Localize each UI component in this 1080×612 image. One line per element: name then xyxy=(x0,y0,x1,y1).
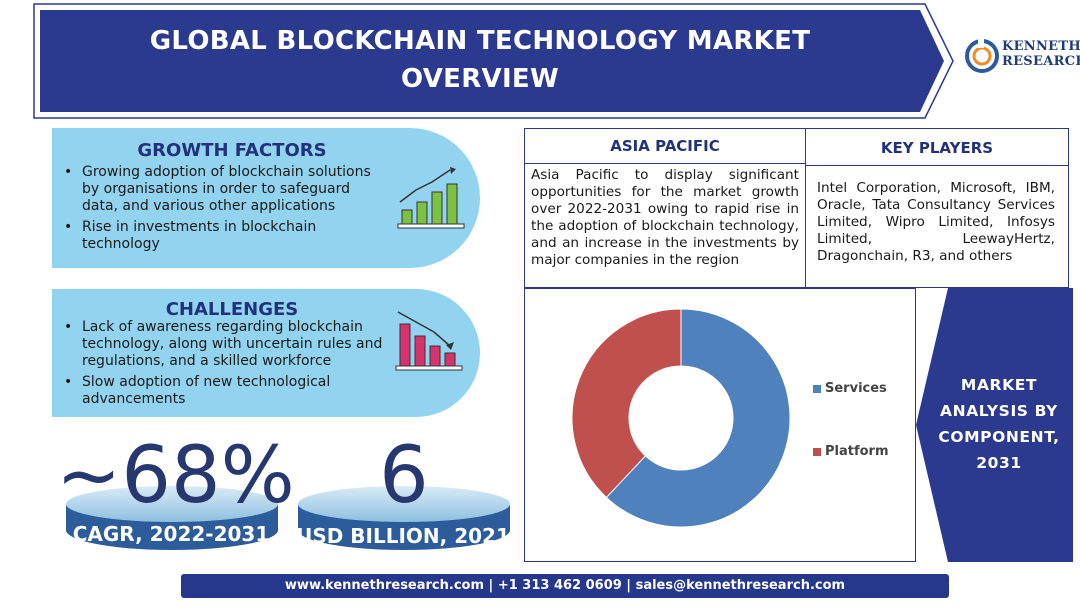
key-players-text: Intel Corporation, Microsoft, IBM, Oracl… xyxy=(817,180,1055,264)
legend-item-platform: Platform xyxy=(813,444,889,459)
page-title-line1: GLOBAL BLOCKCHAIN TECHNOLOGY MARKET xyxy=(149,26,811,56)
legend-label-services: Services xyxy=(825,381,887,396)
list-item: Slow adoption of new technological advan… xyxy=(60,374,400,408)
rising-bar-chart-icon xyxy=(397,167,465,229)
growth-factors-panel: GROWTH FACTORS Growing adoption of block… xyxy=(52,128,480,268)
cagr-value: ~68% xyxy=(56,431,295,521)
market-size-disc xyxy=(298,486,510,550)
growth-factors-title: GROWTH FACTORS xyxy=(137,140,327,161)
growth-factors-list: Growing adoption of blockchain solutions… xyxy=(60,164,390,257)
key-players-title: KEY PLAYERS xyxy=(806,129,1068,166)
logo-icon xyxy=(965,38,999,73)
logo-text-line1: KENNETH xyxy=(1002,39,1080,54)
challenges-list: Lack of awareness regarding blockchain t… xyxy=(60,319,400,412)
market-analysis-line1: MARKET xyxy=(960,376,1038,394)
legend-label-platform: Platform xyxy=(825,444,889,459)
asia-pacific-title: ASIA PACIFIC xyxy=(525,129,805,164)
list-item: Rise in investments in blockchain techno… xyxy=(60,219,390,253)
banner-shape xyxy=(33,3,954,119)
falling-bar-chart-icon xyxy=(395,311,463,371)
market-size-value: 6 xyxy=(379,431,429,521)
market-panel-shape xyxy=(916,288,1073,562)
market-analysis-panel: MARKET ANALYSIS BY COMPONENT, 2031 xyxy=(916,288,1073,562)
challenges-title: CHALLENGES xyxy=(165,299,299,320)
header-banner: GLOBAL BLOCKCHAIN TECHNOLOGY MARKET OVER… xyxy=(30,2,955,120)
market-size-label: USD BILLION, 2021 xyxy=(296,524,510,548)
list-item: Growing adoption of blockchain solutions… xyxy=(60,164,390,215)
component-chart: Services Platform xyxy=(524,288,916,562)
key-players-box: KEY PLAYERS Intel Corporation, Microsoft… xyxy=(805,128,1069,288)
cagr-label: CAGR, 2022-2031 xyxy=(72,522,270,546)
cagr-disc xyxy=(66,486,278,550)
legend-item-services: Services xyxy=(813,381,887,396)
contact-footer[interactable]: www.kennethresearch.com | +1 313 462 060… xyxy=(181,574,949,598)
legend-swatch-services xyxy=(813,384,821,393)
market-analysis-line4: 2031 xyxy=(976,454,1022,472)
donut-slice-platform xyxy=(571,308,682,499)
donut-chart xyxy=(571,308,791,528)
legend-swatch-platform xyxy=(813,447,821,456)
donut-slice-services xyxy=(605,308,791,528)
page-title-line2: OVERVIEW xyxy=(401,64,559,94)
logo-text-line2: RESEARCH xyxy=(1002,54,1080,69)
asia-pacific-text: Asia Pacific to display significant oppo… xyxy=(531,167,799,268)
market-analysis-line2: ANALYSIS BY xyxy=(940,402,1058,420)
list-item: Lack of awareness regarding blockchain t… xyxy=(60,319,400,370)
market-analysis-line3: COMPONENT, xyxy=(938,428,1060,446)
company-logo[interactable]: KENNETH RESEARCH xyxy=(964,36,1080,76)
asia-pacific-box: ASIA PACIFIC Asia Pacific to display sig… xyxy=(524,128,806,288)
